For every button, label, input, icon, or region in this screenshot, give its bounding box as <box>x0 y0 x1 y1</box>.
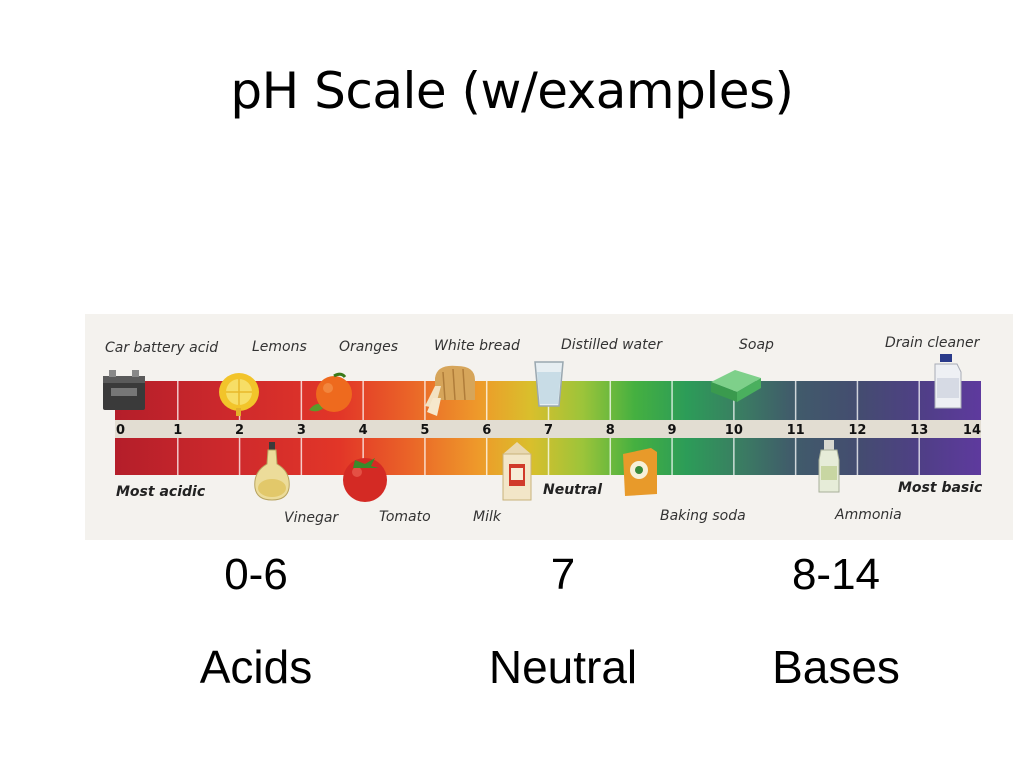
label-neutral: Neutral <box>543 482 602 498</box>
scale-numbers: 0 1 2 3 4 5 6 7 8 9 10 11 12 13 14 <box>116 423 981 438</box>
scale-number-strip <box>115 420 981 438</box>
scale-number-1: 1 <box>173 423 182 438</box>
bases-range: 8-14 <box>791 550 881 599</box>
acids-range: 0-6 <box>224 550 288 599</box>
label-drain-cleaner: Drain cleaner <box>885 335 981 351</box>
scale-number-12: 12 <box>848 423 866 438</box>
scale-number-13: 13 <box>910 423 928 438</box>
neutral-range: 7 <box>550 550 576 599</box>
water-glass-icon <box>534 361 564 407</box>
lemon-icon <box>219 373 259 416</box>
scale-number-8: 8 <box>606 423 615 438</box>
scale-number-0: 0 <box>116 423 125 438</box>
label-most-acidic: Most acidic <box>116 484 206 500</box>
page-title: pH Scale (w/examples) <box>230 62 794 120</box>
ph-scale-diagram: 0 1 2 3 4 5 6 7 8 9 10 11 12 13 14 Car battery acid Le… <box>85 314 1013 540</box>
ammonia-icon <box>818 440 840 493</box>
scale-number-7: 7 <box>544 423 553 438</box>
label-distilled-water: Distilled water <box>561 337 663 353</box>
vinegar-icon <box>254 442 290 501</box>
soap-icon <box>711 370 761 402</box>
ph-scale-svg: 0 1 2 3 4 5 6 7 8 9 10 11 12 13 14 Car battery acid Le… <box>103 335 983 526</box>
label-white-bread: White bread <box>434 338 520 354</box>
orange-icon <box>309 372 352 412</box>
scale-number-14: 14 <box>963 423 981 438</box>
neutral-label: Neutral <box>488 641 638 693</box>
baking-soda-icon <box>623 448 657 496</box>
scale-number-2: 2 <box>235 423 244 438</box>
label-most-basic: Most basic <box>898 480 983 496</box>
scale-number-4: 4 <box>359 423 368 438</box>
label-milk: Milk <box>473 509 502 525</box>
label-lemons: Lemons <box>252 339 307 355</box>
label-car-battery-acid: Car battery acid <box>105 340 218 356</box>
tomato-icon <box>343 458 387 502</box>
scale-number-3: 3 <box>297 423 306 438</box>
scale-number-6: 6 <box>482 423 491 438</box>
scale-number-10: 10 <box>725 423 743 438</box>
bases-label: Bases <box>772 641 900 693</box>
scale-number-9: 9 <box>668 423 677 438</box>
acids-label: Acids <box>199 641 313 693</box>
milk-icon <box>502 442 532 501</box>
scale-number-5: 5 <box>420 423 429 438</box>
label-soap: Soap <box>739 337 774 353</box>
battery-icon <box>103 370 145 410</box>
label-ammonia: Ammonia <box>834 507 902 523</box>
label-baking-soda: Baking soda <box>660 508 746 524</box>
scale-number-11: 11 <box>787 423 805 438</box>
label-oranges: Oranges <box>339 339 398 355</box>
tick-lines <box>177 381 920 475</box>
label-tomato: Tomato <box>379 509 431 525</box>
bread-icon <box>425 365 475 416</box>
drain-cleaner-icon <box>934 354 962 409</box>
label-vinegar: Vinegar <box>284 510 339 526</box>
